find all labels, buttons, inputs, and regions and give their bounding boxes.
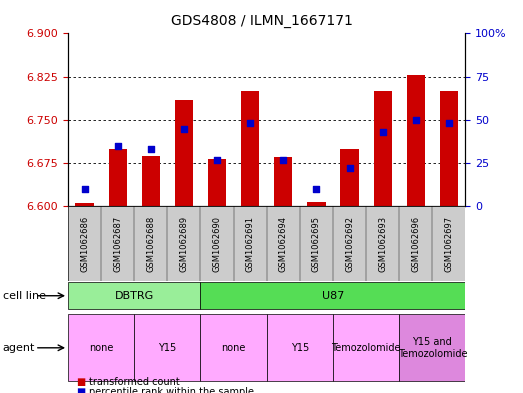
Point xyxy=(379,129,387,135)
Bar xyxy=(340,149,359,206)
Text: GDS4808 / ILMN_1667171: GDS4808 / ILMN_1667171 xyxy=(170,14,353,28)
Text: U87: U87 xyxy=(322,291,344,301)
Text: GSM1062693: GSM1062693 xyxy=(378,216,387,272)
Bar xyxy=(208,159,226,206)
Text: GSM1062690: GSM1062690 xyxy=(212,216,222,272)
Text: GSM1062695: GSM1062695 xyxy=(312,216,321,272)
Point xyxy=(180,125,188,132)
Bar xyxy=(373,91,392,206)
Bar xyxy=(308,202,325,206)
Bar xyxy=(200,314,267,381)
Bar xyxy=(440,91,458,206)
Bar xyxy=(109,149,127,206)
Text: none: none xyxy=(89,343,113,353)
Text: DBTRG: DBTRG xyxy=(115,291,154,301)
Text: GSM1062692: GSM1062692 xyxy=(345,216,354,272)
Point xyxy=(312,186,321,192)
Text: transformed count: transformed count xyxy=(89,377,180,387)
Text: Y15 and
Temozolomide: Y15 and Temozolomide xyxy=(397,337,467,358)
Text: GSM1062688: GSM1062688 xyxy=(146,215,155,272)
Text: percentile rank within the sample: percentile rank within the sample xyxy=(89,387,254,393)
Bar xyxy=(200,283,465,309)
Text: GSM1062697: GSM1062697 xyxy=(445,216,453,272)
Text: Y15: Y15 xyxy=(158,343,176,353)
Bar xyxy=(241,91,259,206)
Bar xyxy=(333,314,399,381)
Text: GSM1062696: GSM1062696 xyxy=(411,216,420,272)
Text: none: none xyxy=(221,343,246,353)
Text: ■: ■ xyxy=(76,387,85,393)
Bar xyxy=(142,156,160,206)
Bar xyxy=(68,283,200,309)
Point xyxy=(81,186,89,192)
Bar xyxy=(75,203,94,206)
Bar xyxy=(407,75,425,206)
Bar xyxy=(267,314,333,381)
Text: GSM1062686: GSM1062686 xyxy=(80,215,89,272)
Point xyxy=(113,143,122,149)
Point xyxy=(412,117,420,123)
Text: GSM1062689: GSM1062689 xyxy=(179,216,188,272)
Text: GSM1062691: GSM1062691 xyxy=(246,216,255,272)
Text: cell line: cell line xyxy=(3,291,46,301)
Text: Y15: Y15 xyxy=(291,343,309,353)
Point xyxy=(146,146,155,152)
Point xyxy=(445,120,453,127)
Point xyxy=(246,120,254,127)
Point xyxy=(213,156,221,163)
Bar xyxy=(134,314,200,381)
Bar xyxy=(274,157,292,206)
Text: GSM1062687: GSM1062687 xyxy=(113,215,122,272)
Text: agent: agent xyxy=(3,343,35,353)
Text: GSM1062694: GSM1062694 xyxy=(279,216,288,272)
Text: ■: ■ xyxy=(76,377,85,387)
Bar xyxy=(68,314,134,381)
Point xyxy=(279,156,288,163)
Point xyxy=(345,165,354,171)
Bar xyxy=(399,314,465,381)
Text: Temozolomide: Temozolomide xyxy=(332,343,401,353)
Bar xyxy=(175,100,193,206)
